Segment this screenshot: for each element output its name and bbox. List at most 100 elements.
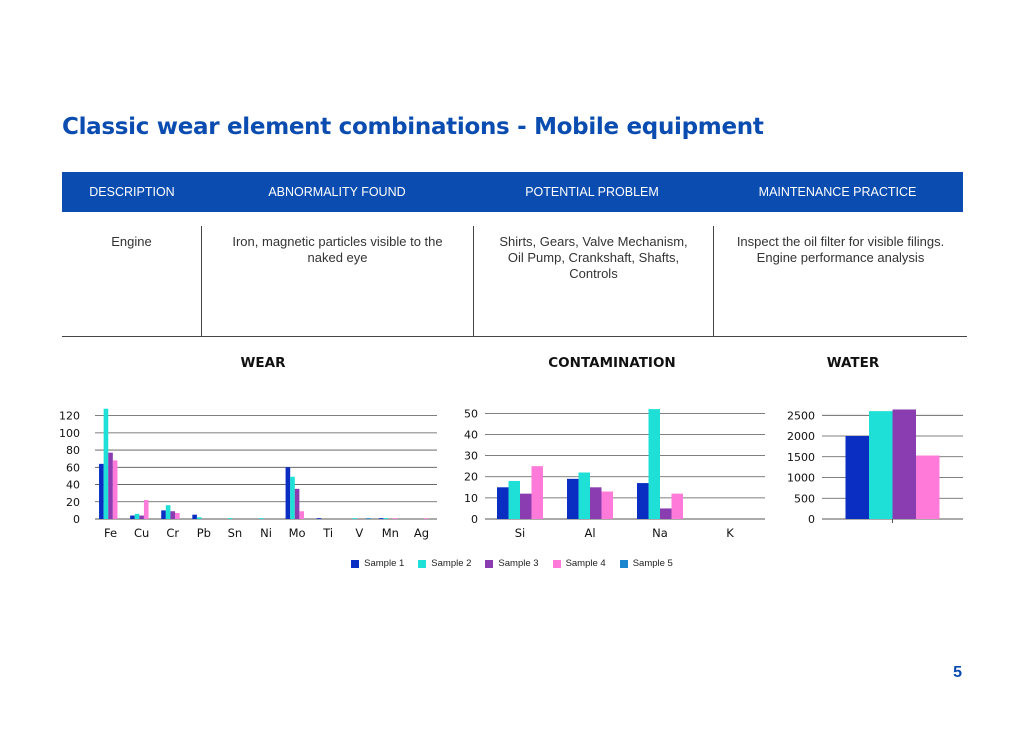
water-bar-value-sample-4 bbox=[916, 455, 940, 519]
legend-swatch bbox=[552, 559, 561, 568]
wear-bar-Mn-sample-1 bbox=[378, 518, 384, 519]
wear-x-tick-label: Ni bbox=[260, 526, 272, 540]
wear-bar-Mn-sample-2 bbox=[383, 518, 389, 519]
contamination-bar-Si-sample-1 bbox=[497, 487, 509, 519]
header-maintenance-practice: MAINTENANCE PRACTICE bbox=[758, 185, 917, 199]
wear-bar-V-sample-5 bbox=[366, 518, 371, 519]
wear-x-tick-label: Ti bbox=[322, 526, 333, 540]
contamination-y-tick-label: 40 bbox=[464, 428, 478, 441]
cell-maintenance-practice: Inspect the oil filter for visible filin… bbox=[713, 226, 967, 336]
water-y-tick-label: 1000 bbox=[787, 472, 815, 485]
wear-bar-Cu-sample-2 bbox=[134, 513, 140, 519]
contamination-bar-Si-sample-4 bbox=[531, 466, 543, 519]
wear-bar-Mo-sample-2 bbox=[290, 476, 295, 519]
wear-x-tick-label: Cu bbox=[134, 526, 149, 540]
wear-x-tick-label: Ag bbox=[414, 526, 429, 540]
cell-description: Engine bbox=[111, 234, 152, 249]
legend-label: Sample 1 bbox=[364, 558, 405, 569]
water-y-tick-label: 500 bbox=[794, 492, 815, 505]
header-potential-problem: POTENTIAL PROBLEM bbox=[525, 185, 659, 199]
legend-item: Sample 2 bbox=[418, 558, 471, 569]
water-chart-title: WATER bbox=[826, 355, 880, 371]
wear-x-tick-label: Sn bbox=[228, 526, 243, 540]
wear-bar-Fe-sample-2 bbox=[103, 408, 109, 519]
chart-legend: Sample 1 Sample 2 Sample 3 Sample 4 Samp… bbox=[0, 558, 1024, 569]
wear-bar-Fe-sample-1 bbox=[99, 463, 104, 519]
legend-label: Sample 3 bbox=[498, 558, 539, 569]
header-description: DESCRIPTION bbox=[89, 185, 175, 199]
page-title: Classic wear element combinations - Mobi… bbox=[62, 114, 764, 140]
contamination-y-tick-label: 20 bbox=[464, 471, 478, 484]
legend-item: Sample 1 bbox=[351, 558, 404, 569]
wear-bar-Sn-sample-2 bbox=[228, 518, 233, 519]
wear-bar-Cu-sample-4 bbox=[143, 500, 149, 519]
legend-swatch bbox=[485, 559, 494, 568]
wear-y-tick-label: 60 bbox=[66, 461, 80, 474]
wear-chart-title: WEAR bbox=[240, 355, 286, 371]
wear-bar-Ag-sample-4 bbox=[423, 518, 429, 519]
wear-y-tick-label: 120 bbox=[59, 410, 80, 423]
contamination-bar-Al-sample-3 bbox=[590, 487, 602, 519]
contamination-x-tick-label: Al bbox=[584, 526, 595, 540]
page-number: 5 bbox=[953, 664, 962, 681]
table-row: Engine Iron, magnetic particles visible … bbox=[62, 226, 967, 337]
water-y-tick-label: 0 bbox=[808, 513, 815, 526]
legend-label: Sample 4 bbox=[565, 558, 606, 569]
legend-item: Sample 3 bbox=[485, 558, 539, 569]
wear-bar-Fe-sample-4 bbox=[112, 460, 118, 519]
header-abnormality: ABNORMALITY FOUND bbox=[268, 185, 406, 199]
legend-swatch bbox=[418, 559, 427, 568]
wear-bar-V-sample-2 bbox=[352, 518, 357, 519]
table-header: DESCRIPTION ABNORMALITY FOUND POTENTIAL … bbox=[62, 172, 963, 212]
contamination-bar-Na-sample-3 bbox=[660, 508, 672, 519]
contamination-bar-Al-sample-4 bbox=[601, 491, 613, 519]
legend-label: Sample 5 bbox=[632, 558, 673, 569]
contamination-chart-title: CONTAMINATION bbox=[548, 355, 676, 371]
wear-bar-Fe-sample-3 bbox=[108, 452, 113, 519]
legend-label: Sample 2 bbox=[431, 558, 472, 569]
water-y-tick-label: 2500 bbox=[787, 409, 815, 422]
contamination-y-tick-label: 50 bbox=[464, 407, 478, 420]
contamination-y-tick-label: 30 bbox=[464, 450, 478, 463]
wear-y-tick-label: 80 bbox=[66, 444, 80, 457]
wear-bar-Mo-sample-1 bbox=[285, 467, 291, 519]
wear-y-tick-label: 40 bbox=[66, 479, 80, 492]
contamination-bar-Si-sample-3 bbox=[520, 493, 532, 519]
wear-bar-Cu-sample-1 bbox=[130, 515, 135, 519]
legend-swatch bbox=[351, 559, 360, 568]
wear-x-tick-label: V bbox=[355, 526, 363, 540]
water-y-tick-label: 2000 bbox=[787, 430, 815, 443]
contamination-bar-Na-sample-1 bbox=[637, 483, 649, 519]
water-bar-value-sample-3 bbox=[892, 409, 916, 519]
water-bar-value-sample-1 bbox=[845, 436, 869, 519]
wear-bar-Mn-sample-4 bbox=[392, 518, 398, 519]
contamination-bar-Na-sample-2 bbox=[648, 409, 660, 519]
wear-x-tick-label: Mo bbox=[289, 526, 306, 540]
wear-bar-Pb-sample-1 bbox=[192, 514, 197, 519]
legend-swatch bbox=[619, 559, 628, 568]
contamination-bar-Al-sample-1 bbox=[567, 478, 579, 519]
wear-bar-Ni-sample-2 bbox=[259, 518, 264, 519]
contamination-x-tick-label: Si bbox=[515, 526, 526, 540]
wear-y-tick-label: 20 bbox=[66, 496, 80, 509]
legend-item: Sample 5 bbox=[619, 558, 673, 569]
water-bar-value-sample-2 bbox=[869, 411, 893, 519]
contamination-bar-Si-sample-2 bbox=[508, 480, 520, 519]
contamination-x-tick-label: Na bbox=[652, 526, 668, 540]
wear-x-tick-label: Fe bbox=[104, 526, 117, 540]
contamination-y-tick-label: 0 bbox=[471, 513, 478, 526]
wear-bar-Cu-sample-3 bbox=[139, 515, 144, 519]
wear-bar-Cr-sample-2 bbox=[165, 505, 171, 519]
legend-item: Sample 4 bbox=[552, 558, 606, 569]
cell-abnormality: Iron, magnetic particles visible to the … bbox=[201, 226, 473, 336]
contamination-x-tick-label: K bbox=[726, 526, 734, 540]
wear-y-tick-label: 0 bbox=[73, 513, 80, 526]
wear-x-tick-label: Pb bbox=[197, 526, 211, 540]
wear-bar-Pb-sample-2 bbox=[196, 517, 202, 519]
wear-bar-Cr-sample-3 bbox=[170, 511, 176, 519]
wear-bar-Cr-sample-4 bbox=[175, 512, 180, 519]
wear-bar-Mo-sample-4 bbox=[299, 511, 304, 519]
water-y-tick-label: 1500 bbox=[787, 451, 815, 464]
wear-bar-Mo-sample-3 bbox=[294, 488, 300, 519]
